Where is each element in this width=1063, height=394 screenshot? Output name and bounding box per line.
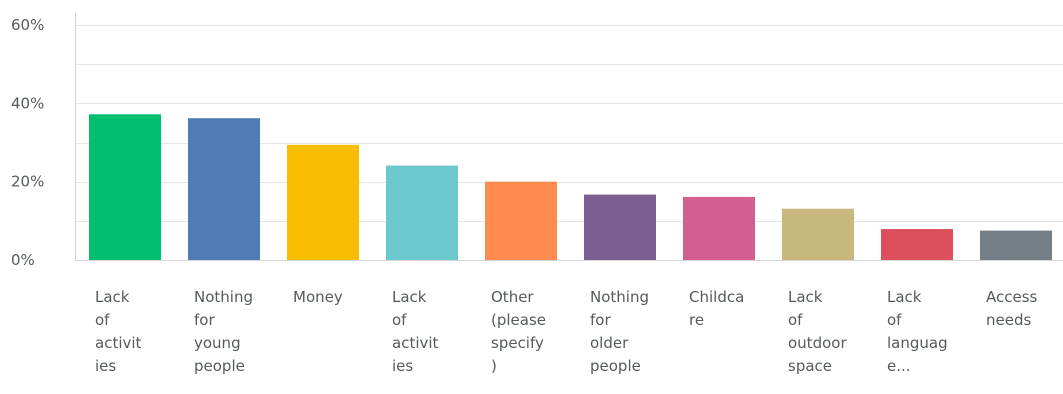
x-axis-labels: Lack of activit ies Nothing for young people Mon… [95, 288, 1038, 375]
x-category-label-line: Other [491, 288, 534, 306]
x-category-label-line: Lack [788, 288, 823, 306]
y-tick-label: 20% [11, 173, 44, 191]
x-category-label: Other (please specify) [491, 288, 546, 375]
x-category-label-line: re [689, 311, 704, 329]
x-category-label-line: young [194, 334, 241, 352]
x-category-label-line: ies [95, 357, 116, 375]
x-category-label: Lack of activit ies [392, 288, 439, 375]
bar-10[interactable]: Access needs: 7.5% [980, 230, 1052, 260]
x-category-label-line: for [194, 311, 215, 329]
x-category-label-line: (please [491, 311, 546, 329]
x-category-label-line: activit [392, 334, 439, 352]
y-axis-ticks: 0% 20% 40% 60% [11, 16, 44, 269]
bar-3[interactable]: Money: 29.4% [287, 144, 359, 260]
x-category-label-line: activit [95, 334, 142, 352]
x-category-label-line: outdoor [788, 334, 847, 352]
y-tick-label: 0% [11, 251, 35, 269]
x-category-label-line: Money [293, 288, 343, 306]
x-category-label-line: Access [986, 288, 1038, 306]
x-category-label-line: Nothing [194, 288, 253, 306]
x-category-label: Lack of activit ies [95, 288, 142, 375]
x-category-label-line: space [788, 357, 832, 375]
x-category-label: Money [293, 288, 343, 306]
x-category-label-line: specify [491, 334, 544, 352]
x-category-label-line: languag [887, 334, 948, 352]
x-category-label: Nothing for young people [194, 288, 253, 375]
x-category-label-line: older [590, 334, 629, 352]
x-category-label-line: of [887, 311, 902, 329]
x-category-label-line: of [95, 311, 110, 329]
x-category-label-line: needs [986, 311, 1031, 329]
x-category-label-line: people [194, 357, 245, 375]
x-category-label: Lack of languag e... [887, 288, 948, 375]
x-category-label-line: Childca [689, 288, 744, 306]
x-category-label-line: Lack [392, 288, 427, 306]
x-category-label-line: Nothing [590, 288, 649, 306]
bar-8[interactable]: Lack of outdoor space: 13.1% [782, 208, 854, 260]
y-tick-label: 40% [11, 94, 44, 112]
x-category-label-line: of [788, 311, 803, 329]
x-category-label-line: ies [392, 357, 413, 375]
x-category-label-line: ) [491, 357, 497, 375]
bar-9[interactable]: Lack of languag e...: 7.9% [881, 229, 953, 260]
x-category-label: Childca re [689, 288, 744, 329]
x-category-label-line: people [590, 357, 641, 375]
x-category-label-line: for [590, 311, 611, 329]
bar-2[interactable]: Nothing for young people: 36.2% [188, 118, 260, 260]
x-category-label: Access needs [986, 288, 1038, 329]
y-tick-label: 60% [11, 16, 44, 34]
x-category-label: Lack of outdoor space [788, 288, 847, 375]
bar-5[interactable]: Other (please specify): 20% [485, 181, 557, 260]
x-category-label-line: of [392, 311, 407, 329]
x-category-label-line: Lack [95, 288, 130, 306]
x-category-label-line: e... [887, 357, 911, 375]
bar-6[interactable]: Nothing for older people: 16.7% [584, 194, 656, 260]
x-category-label-line: Lack [887, 288, 922, 306]
x-category-label: Nothing for older people [590, 288, 649, 375]
